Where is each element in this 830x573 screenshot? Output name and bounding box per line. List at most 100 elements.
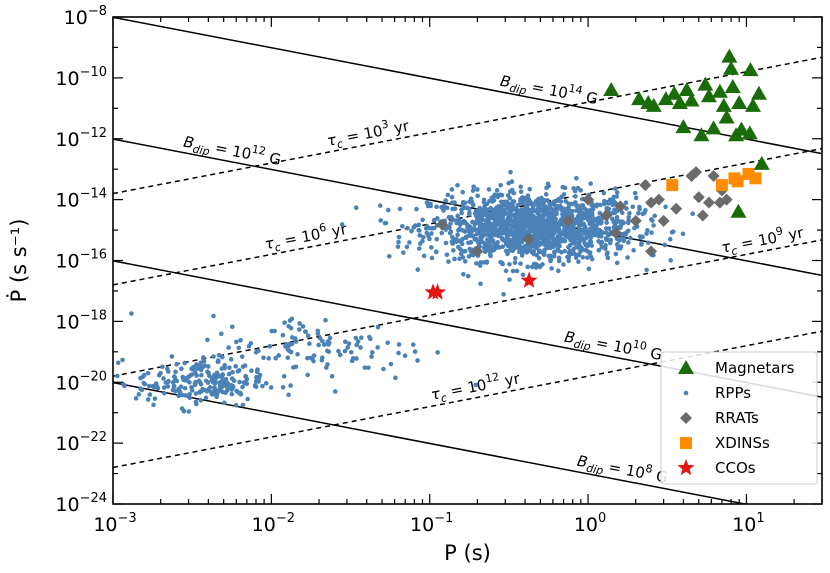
rrat-point	[436, 218, 449, 231]
rpp-point	[428, 203, 433, 209]
rpp-point	[296, 327, 302, 332]
rpp-point	[499, 210, 505, 216]
rpp-point	[494, 188, 500, 193]
rpp-point	[229, 324, 235, 330]
y-tick-label: 10−16	[55, 248, 107, 273]
rpp-point	[481, 245, 487, 250]
series-ccos	[424, 271, 538, 300]
magnetar-point	[733, 121, 750, 136]
rpp-point	[385, 340, 390, 346]
rpp-point	[507, 211, 513, 217]
rpp-point	[609, 198, 615, 204]
rrat-point	[645, 245, 658, 258]
magnetar-point	[750, 85, 767, 100]
rpp-point	[242, 363, 248, 368]
rpp-point	[610, 202, 615, 208]
rpp-point	[540, 241, 546, 247]
rpp-point	[605, 255, 611, 261]
rpp-point	[263, 380, 269, 386]
rpp-point	[429, 255, 435, 261]
magnetar-point	[645, 97, 662, 112]
rpp-point	[319, 357, 325, 363]
rpp-point	[486, 187, 492, 192]
rpp-point	[161, 385, 167, 390]
rpp-point	[484, 259, 490, 265]
rpp-point	[219, 331, 224, 337]
rpp-point	[523, 229, 529, 235]
rpp-point	[578, 203, 584, 209]
rpp-point	[332, 389, 338, 394]
rpp-point	[577, 233, 583, 239]
series-magnetars	[603, 48, 770, 218]
rpp-point	[626, 240, 631, 245]
magnetar-point	[671, 94, 688, 109]
rrat-point	[707, 169, 720, 182]
rpp-point	[396, 234, 402, 240]
rpp-point	[199, 389, 204, 394]
y-tick-label: 10−20	[55, 369, 107, 394]
magnetar-point	[683, 92, 700, 107]
rpp-point	[460, 255, 466, 260]
rpp-point	[217, 380, 222, 385]
rpp-point	[393, 375, 398, 381]
rpp-point	[455, 213, 460, 219]
magnetar-point	[724, 79, 741, 94]
rpp-point	[497, 231, 503, 236]
y-axis-label: Ṗ (s s⁻¹)	[6, 219, 31, 303]
rpp-point	[261, 355, 266, 361]
rpp-point	[217, 387, 223, 393]
rpp-point	[382, 220, 388, 226]
rpp-point	[645, 240, 651, 246]
magnetar-point	[721, 48, 738, 63]
rpp-point	[337, 352, 343, 358]
x-tick-label: 10−2	[252, 511, 295, 536]
rpp-point	[315, 331, 321, 337]
rpp-point	[491, 243, 497, 249]
magnetar-point	[744, 97, 761, 112]
rpp-point	[224, 388, 230, 393]
legend-marker-rrats	[680, 412, 692, 424]
rrat-point	[696, 209, 709, 222]
rpp-point	[645, 227, 650, 233]
tau-c-line-6	[113, 239, 822, 377]
rpp-point	[238, 338, 243, 343]
rpp-point	[637, 206, 642, 212]
rpp-point	[178, 384, 184, 390]
rpp-point	[484, 207, 490, 212]
rpp-point	[588, 226, 593, 232]
rpp-point	[370, 350, 375, 355]
rpp-point	[549, 201, 555, 207]
legend-label-magnetars: Magnetars	[715, 359, 795, 377]
rpp-point	[481, 199, 487, 205]
rpp-point	[176, 393, 181, 399]
rpp-point	[280, 332, 286, 338]
rpp-point	[534, 242, 540, 247]
rpp-point	[602, 201, 607, 207]
rpp-point	[555, 268, 561, 274]
rpp-point	[511, 199, 517, 204]
rpp-point	[588, 181, 593, 186]
rpp-point	[569, 232, 575, 238]
rpp-point	[192, 380, 198, 386]
rpp-point	[187, 395, 192, 401]
magnetar-point	[753, 155, 770, 170]
rpp-point	[488, 205, 494, 211]
rpp-point	[470, 201, 475, 207]
rpp-point	[588, 221, 594, 226]
rpp-point	[481, 240, 487, 246]
rpp-point	[539, 218, 545, 223]
rpp-point	[282, 320, 287, 325]
rpp-point	[460, 202, 466, 207]
rpp-point	[542, 197, 547, 203]
rpp-point	[206, 386, 211, 392]
rpp-point	[133, 396, 139, 401]
rpp-point	[558, 199, 564, 204]
x-axis-label: P (s)	[444, 541, 491, 565]
rpp-point	[597, 210, 603, 216]
rpp-point	[273, 355, 278, 361]
rpp-point	[650, 218, 655, 223]
rpp-point	[626, 218, 631, 224]
rpp-point	[551, 253, 557, 259]
rpp-point	[541, 222, 547, 227]
rpp-point	[171, 383, 177, 389]
